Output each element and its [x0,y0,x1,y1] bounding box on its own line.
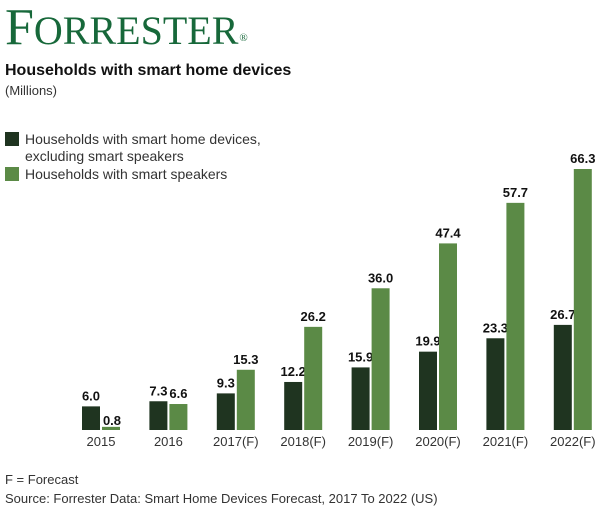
bar-speakers [102,426,120,430]
x-tick-label: 2016 [154,434,183,449]
x-tick-label: 2017(F) [213,434,259,449]
data-label: 7.3 [149,383,167,398]
source-note: Source: Forrester Data: Smart Home Devic… [5,491,438,506]
bar-devices [284,381,303,430]
bar-devices [216,393,235,430]
x-tick-label: 2021(F) [483,434,529,449]
legend-label-cont: excluding smart speakers [25,148,184,164]
forecast-note: F = Forecast [5,472,79,487]
bar-devices [419,351,437,430]
data-label: 9.3 [217,375,235,390]
bar-speakers [439,243,457,430]
x-tick-label: 2019(F) [348,434,394,449]
bar-speakers [573,169,592,430]
forrester-logo: FORRESTER® [5,0,248,56]
data-label: 12.2 [281,364,306,379]
chart-title: Households with smart home devices [5,62,292,79]
data-label: 47.4 [435,225,461,240]
x-tick-label: 2015 [87,434,116,449]
legend-item-speakers: Households with smart speakers [5,166,227,183]
chart-subtitle: (Millions) [5,83,57,98]
x-tick-label: 2018(F) [280,434,326,449]
bar-speakers [506,202,525,430]
bar-devices [82,406,100,430]
x-tick-label: 2020(F) [415,434,461,449]
data-label: 23.3 [483,320,508,335]
data-label: 6.6 [169,386,187,401]
data-label: 15.9 [348,349,373,364]
data-label: 66.3 [570,151,595,166]
bar-devices [351,367,370,430]
legend-swatch-green [5,167,19,181]
x-tick-label: 2022(F) [550,434,596,449]
legend-label: Households with smart home devices, [25,131,261,147]
bar-speakers [371,288,390,430]
bar-chart: 6.00.8 2015 7.3 6.6 2016 9.3 15.3 2017(F) 12.2 26… [82,151,596,449]
bar-speakers [169,404,188,430]
data-label: 26.7 [550,307,575,322]
legend-item-devices: Households with smart home devices, exclu… [5,131,261,165]
data-label: 26.2 [301,309,326,324]
legend-swatch-dark [5,132,19,146]
bar-devices [149,401,168,430]
bar-devices [553,324,572,430]
bar-speakers [236,369,255,430]
data-label: 57.7 [503,185,528,200]
data-label: 0.8 [103,413,121,428]
bar-devices [486,338,505,430]
bar-speakers [304,326,323,430]
data-label: 19.9 [415,334,440,349]
data-label: 15.3 [233,352,258,367]
data-label: 36.0 [368,270,393,285]
legend-label: Households with smart speakers [25,166,228,182]
data-label: 6.0 [82,388,100,403]
